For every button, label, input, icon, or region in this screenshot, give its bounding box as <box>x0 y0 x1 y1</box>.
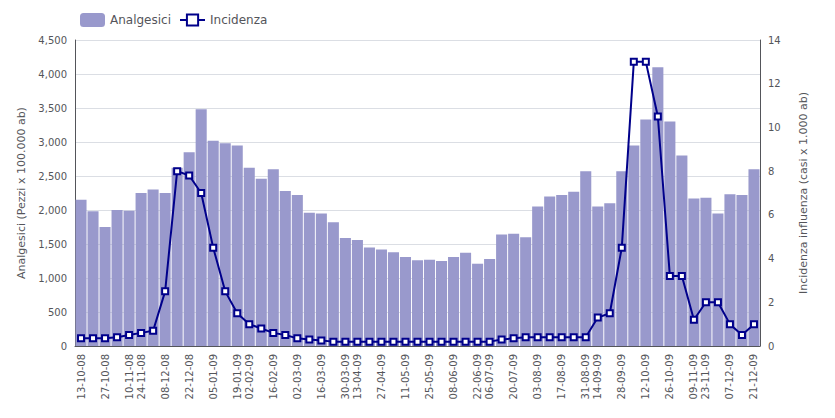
svg-text:6: 6 <box>768 209 774 220</box>
svg-text:20-07-09: 20-07-09 <box>508 354 519 399</box>
svg-text:3,500: 3,500 <box>38 103 67 114</box>
svg-text:1,000: 1,000 <box>38 273 67 284</box>
svg-text:08-12-08: 08-12-08 <box>160 354 171 399</box>
svg-text:3,000: 3,000 <box>38 137 67 148</box>
svg-text:02-03-09: 02-03-09 <box>292 354 303 399</box>
svg-text:06-07-09: 06-07-09 <box>484 354 495 399</box>
svg-text:31-08-09: 31-08-09 <box>580 354 591 399</box>
svg-text:10: 10 <box>768 122 781 133</box>
svg-text:24-11-08: 24-11-08 <box>136 354 147 399</box>
svg-text:0: 0 <box>61 341 67 352</box>
svg-text:14: 14 <box>768 35 781 46</box>
svg-text:13-04-09: 13-04-09 <box>352 354 363 399</box>
svg-text:08-06-09: 08-06-09 <box>448 354 459 399</box>
svg-text:09-11-09: 09-11-09 <box>688 354 699 399</box>
svg-text:16-02-09: 16-02-09 <box>268 354 279 399</box>
svg-text:8: 8 <box>768 166 774 177</box>
svg-text:25-05-09: 25-05-09 <box>424 354 435 399</box>
svg-text:22-06-09: 22-06-09 <box>472 354 483 399</box>
svg-text:26-10-09: 26-10-09 <box>664 354 675 399</box>
svg-text:28-09-09: 28-09-09 <box>616 354 627 399</box>
svg-text:07-12-09: 07-12-09 <box>724 354 735 399</box>
svg-text:17-08-09: 17-08-09 <box>556 354 567 399</box>
svg-text:12: 12 <box>768 78 781 89</box>
svg-text:13-10-08: 13-10-08 <box>76 354 87 399</box>
svg-text:10-11-08: 10-11-08 <box>124 354 135 399</box>
svg-text:4,500: 4,500 <box>38 35 67 46</box>
svg-text:Analgesici (Pezzi x 100.000 ab: Analgesici (Pezzi x 100.000 ab) <box>15 107 28 279</box>
svg-text:2: 2 <box>768 297 774 308</box>
svg-text:05-01-09: 05-01-09 <box>208 354 219 399</box>
svg-text:27-10-08: 27-10-08 <box>100 354 111 399</box>
svg-text:Analgesici: Analgesici <box>110 13 171 27</box>
svg-text:14-09-09: 14-09-09 <box>592 354 603 399</box>
svg-text:1,500: 1,500 <box>38 239 67 250</box>
svg-text:4: 4 <box>768 253 774 264</box>
svg-text:0: 0 <box>768 341 774 352</box>
svg-text:21-12-09: 21-12-09 <box>748 354 759 399</box>
svg-text:2,000: 2,000 <box>38 205 67 216</box>
svg-text:22-12-08: 22-12-08 <box>184 354 195 399</box>
svg-text:Incidenza influenza (casi x 1.: Incidenza influenza (casi x 1.000 ab) <box>797 92 810 294</box>
svg-text:23-11-09: 23-11-09 <box>700 354 711 399</box>
svg-text:30-03-09: 30-03-09 <box>340 354 351 399</box>
svg-text:12-10-09: 12-10-09 <box>640 354 651 399</box>
svg-text:4,000: 4,000 <box>38 69 67 80</box>
svg-text:27-04-09: 27-04-09 <box>376 354 387 399</box>
svg-text:03-08-09: 03-08-09 <box>532 354 543 399</box>
svg-text:500: 500 <box>48 307 67 318</box>
svg-text:02-02-09: 02-02-09 <box>244 354 255 399</box>
svg-text:Incidenza: Incidenza <box>210 13 267 27</box>
svg-text:11-05-09: 11-05-09 <box>400 354 411 399</box>
svg-text:16-03-09: 16-03-09 <box>316 354 327 399</box>
svg-text:19-01-09: 19-01-09 <box>232 354 243 399</box>
svg-text:2,500: 2,500 <box>38 171 67 182</box>
